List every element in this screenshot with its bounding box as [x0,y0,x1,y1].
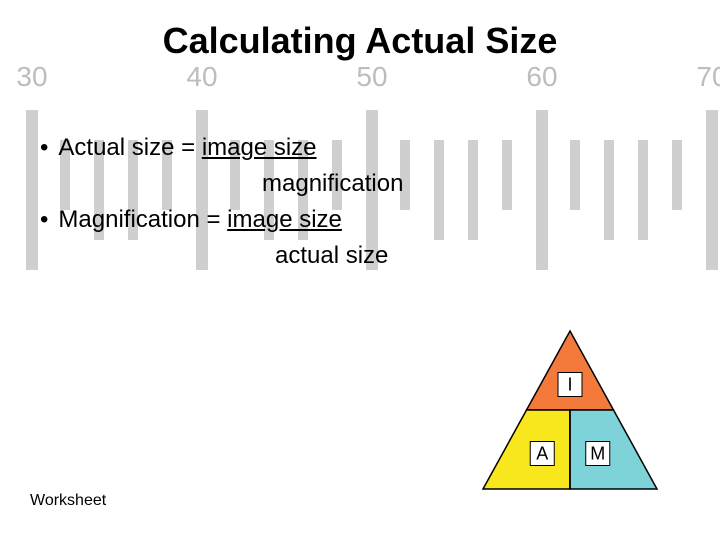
bullet-actual-size: • Actual size = image size [40,130,403,166]
actual-size-prefix: Actual size = [58,134,201,161]
svg-text:A: A [536,444,548,464]
bullet-dot: • [40,202,48,238]
svg-text:M: M [590,444,605,464]
worksheet-label: Worksheet [30,492,106,510]
svg-text:60: 60 [526,61,557,92]
svg-text:30: 30 [16,61,47,92]
bullet-magnification: • Magnification = image size [40,202,403,238]
formula-triangle: I A M [475,325,665,495]
actual-size-numerator: image size [202,134,317,161]
formula-content: • Actual size = image size magnification… [40,130,403,274]
actual-size-denominator: magnification [40,166,403,202]
magnification-denominator: actual size [40,238,403,274]
bullet-dot: • [40,130,48,166]
svg-text:I: I [567,375,572,395]
svg-text:40: 40 [186,61,217,92]
svg-text:70: 70 [696,61,720,92]
page-title: Calculating Actual Size [0,20,720,62]
svg-text:50: 50 [356,61,387,92]
magnification-prefix: Magnification = [58,206,227,233]
magnification-numerator: image size [227,206,342,233]
